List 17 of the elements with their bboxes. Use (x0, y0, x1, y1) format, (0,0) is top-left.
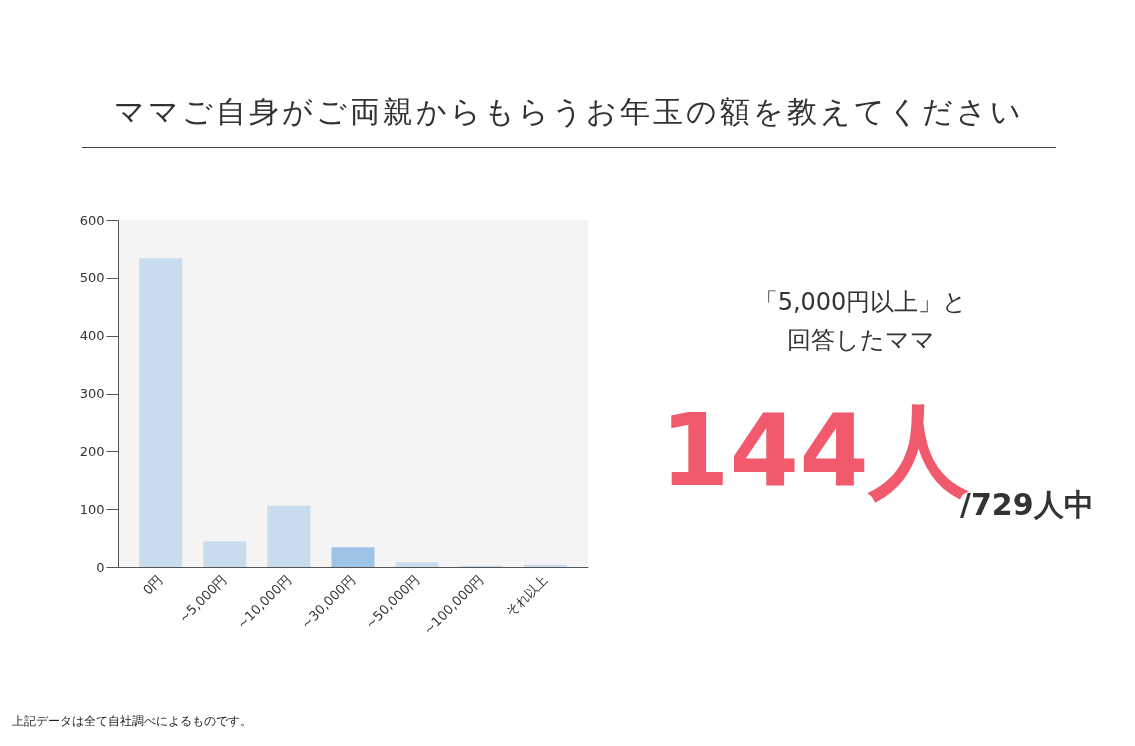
text: 上記データは全て自社調べによるものです。 (12, 713, 252, 730)
y-tick-label: 300 (79, 386, 105, 401)
y-tick-label: 400 (79, 328, 105, 344)
bar (395, 562, 439, 567)
chart-title: ママご自身がご両親からもらうお年玉の額を教えてください (82, 92, 1056, 148)
bar (267, 505, 311, 567)
bar (139, 258, 183, 567)
text: 「5,000円以上」と回答したママ (752, 287, 969, 356)
x-tick-label: それ以上 (502, 571, 551, 620)
x-tick-label: 0円 (139, 571, 166, 598)
y-tick-label: 600 (79, 212, 105, 228)
bar (203, 541, 247, 567)
y-tick-label: 200 (79, 443, 105, 459)
y-tick-label: 500 (79, 270, 105, 286)
y-tick-label: 0 (96, 559, 105, 575)
y-tick-label: 100 (79, 501, 105, 517)
bar (331, 547, 375, 567)
